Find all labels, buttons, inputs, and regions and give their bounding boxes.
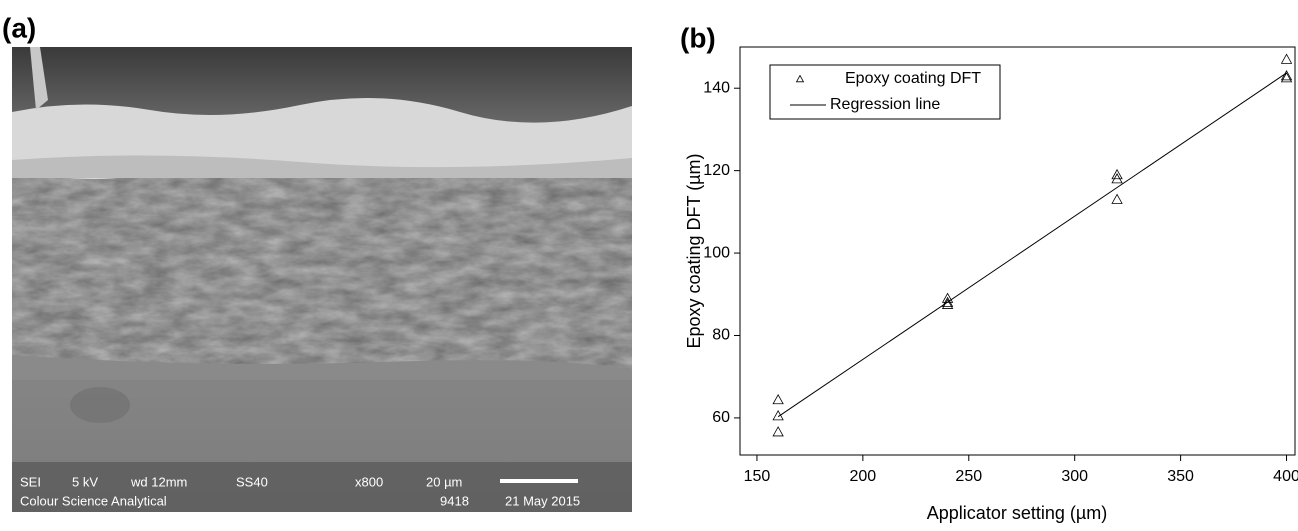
x-tick-label: 200	[850, 468, 877, 485]
sem-info: 5 kV	[72, 474, 98, 489]
sem-info: 21 May 2015	[505, 493, 580, 508]
sem-info: wd 12mm	[130, 474, 187, 489]
sem-image	[12, 47, 632, 512]
y-tick-label: 140	[703, 79, 730, 96]
sem-info: 20 µm	[426, 474, 462, 489]
y-tick-label: 120	[703, 162, 730, 179]
x-axis-label: Applicator setting (µm)	[927, 503, 1107, 523]
x-tick-label: 400	[1273, 468, 1298, 485]
x-tick-label: 350	[1167, 468, 1194, 485]
y-tick-label: 100	[703, 244, 730, 261]
scatter-point	[1112, 194, 1122, 203]
scatter-point	[1282, 54, 1292, 63]
sem-info: x800	[355, 474, 383, 489]
legend-label: Epoxy coating DFT	[845, 70, 981, 87]
scatter-point	[773, 427, 783, 436]
sem-info: SS40	[236, 474, 268, 489]
panel-label: (a)	[2, 12, 36, 43]
y-axis-label: Epoxy coating DFT (µm)	[684, 153, 704, 348]
y-tick-label: 80	[712, 327, 730, 344]
y-tick-label: 60	[712, 409, 730, 426]
regression-line	[778, 73, 1286, 417]
figure: (a) SEI 5 kV wd 12mm SS40 x800 20 µm Colour Sc…	[0, 0, 1298, 526]
legend-label: Regression line	[830, 96, 940, 113]
panel-label: (b)	[680, 22, 716, 53]
x-tick-label: 250	[955, 468, 982, 485]
sem-info: Colour Science Analytical	[20, 493, 167, 508]
x-tick-label: 300	[1061, 468, 1088, 485]
x-tick-label: 150	[744, 468, 771, 485]
sem-info: 9418	[440, 493, 469, 508]
scatter-point	[773, 395, 783, 404]
sem-info: SEI	[20, 474, 41, 489]
scatter-point	[773, 411, 783, 420]
